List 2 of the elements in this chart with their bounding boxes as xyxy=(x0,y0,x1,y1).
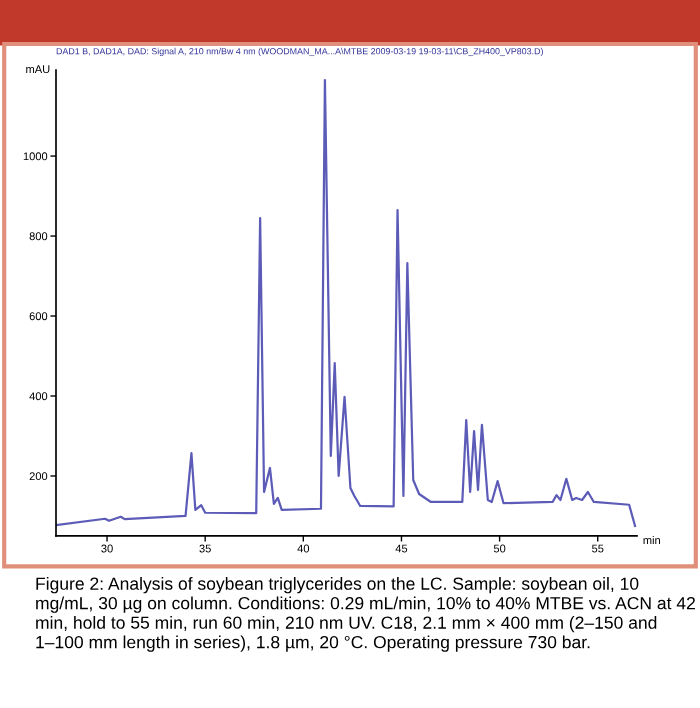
line-series xyxy=(56,78,637,528)
caption: Figure 2: Analysis of soybean triglycerides on the LC. Sample: soybean oil, 10 mg/mL, 30 µg on column. Conditions: 0.29 mL/min, 10% to 40% MTBE vs. ACN at 42 min, hold to 55 min, run 60 min, 210 nm UV. C18, 2.1 mm × 400 mm (2–150 and 1–100 mm length in series), 1.8 µm, 20 °C. Operating pressure 730 bar. xyxy=(36,577,695,652)
